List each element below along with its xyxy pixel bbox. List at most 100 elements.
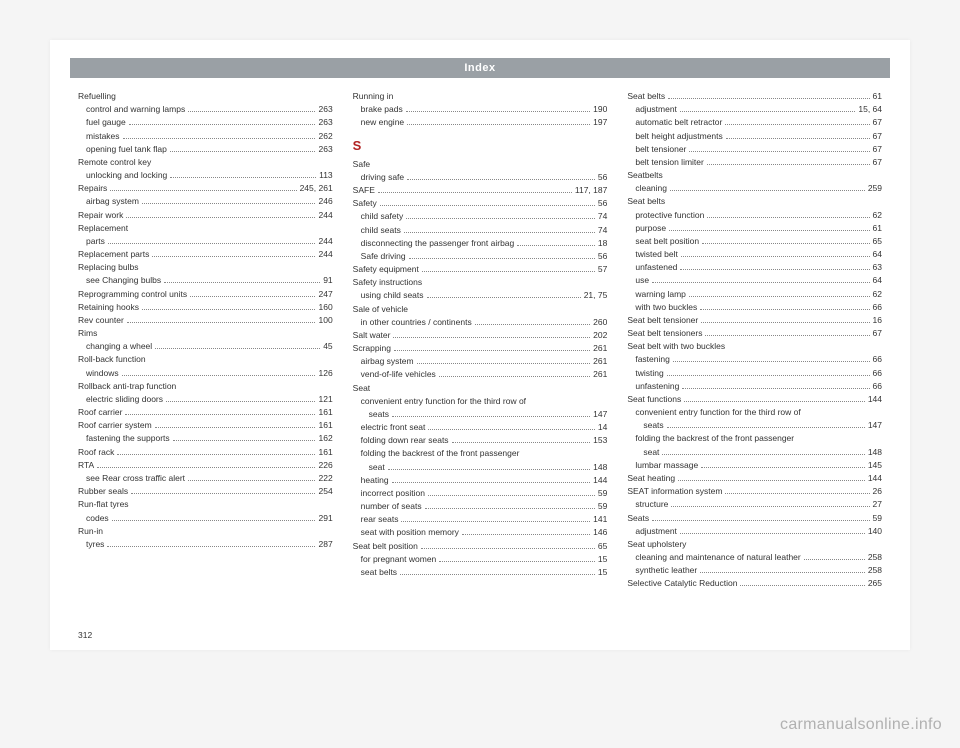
leader-dots (107, 546, 315, 547)
leader-dots (517, 245, 595, 246)
leader-dots (700, 309, 869, 310)
index-entry-page: 56 (598, 197, 607, 210)
index-entry-label: synthetic leather (635, 564, 697, 577)
index-entry-page: 113 (319, 169, 333, 182)
index-entry-page: 91 (323, 274, 332, 287)
index-entry: structure27 (627, 498, 882, 511)
index-entry-page: 190 (593, 103, 607, 116)
index-entry-label: Rev counter (78, 314, 124, 327)
index-entry: Selective Catalytic Reduction265 (627, 577, 882, 590)
index-entry-label: seat (369, 461, 385, 474)
index-entry-label: Retaining hooks (78, 301, 139, 314)
leader-dots (190, 296, 315, 297)
index-entry: see Rear cross traffic alert222 (78, 472, 333, 485)
leader-dots (667, 375, 870, 376)
index-entry-label: airbag system (361, 355, 414, 368)
index-entry-page: 121 (318, 393, 332, 406)
index-entry-page: 147 (593, 408, 607, 421)
index-entry-label: use (635, 274, 649, 287)
index-entry-label: seat belts (361, 566, 397, 579)
leader-dots (701, 467, 865, 468)
leader-dots (707, 217, 869, 218)
index-entry-page: 126 (318, 367, 332, 380)
index-heading: Seat upholstery (627, 538, 882, 551)
index-entry-label: unlocking and locking (86, 169, 167, 182)
leader-dots (417, 363, 591, 364)
index-entry: Roof rack161 (78, 446, 333, 459)
index-entry-label: belt tension limiter (635, 156, 704, 169)
index-entry-label: codes (86, 512, 109, 525)
index-entry-page: 161 (318, 406, 332, 419)
leader-dots (188, 480, 315, 481)
index-entry: purpose61 (627, 222, 882, 235)
index-entry-label: new engine (361, 116, 404, 129)
index-entry: Retaining hooks160 (78, 301, 333, 314)
index-entry-label: electric front seat (361, 421, 426, 434)
index-entry-label: vend-of-life vehicles (361, 368, 436, 381)
index-entry: seat belt position65 (627, 235, 882, 248)
leader-dots (705, 335, 869, 336)
index-entry: twisted belt 64 (627, 248, 882, 261)
index-entry: electric front seat14 (353, 421, 608, 434)
leader-dots (142, 309, 316, 310)
index-entry: fastening the supports162 (78, 432, 333, 445)
index-subheading: convenient entry function for the third … (353, 395, 608, 408)
leader-dots (680, 269, 869, 270)
index-entry-label: Seat belt tensioners (627, 327, 702, 340)
index-entry: mistakes262 (78, 130, 333, 143)
index-entry-page: 258 (868, 564, 882, 577)
index-entry: Reprogramming control units247 (78, 288, 333, 301)
index-subheading: folding the backrest of the front passen… (353, 447, 608, 460)
index-entry: with two buckles66 (627, 301, 882, 314)
index-entry-page: 226 (318, 459, 332, 472)
leader-dots (152, 256, 315, 257)
leader-dots (142, 203, 316, 204)
index-entry-page: 117, 187 (575, 184, 607, 197)
index-entry-page: 162 (318, 432, 332, 445)
leader-dots (170, 151, 316, 152)
index-entry: vend-of-life vehicles 261 (353, 368, 608, 381)
index-heading: Safety instructions (353, 276, 608, 289)
index-entry: unfastened63 (627, 261, 882, 274)
index-entry-label: cleaning and maintenance of natural leat… (635, 551, 800, 564)
index-entry: Salt water202 (353, 329, 608, 342)
index-entry-page: 261 (593, 368, 607, 381)
index-entry: SEAT information system26 (627, 485, 882, 498)
index-entry: Seat belt position65 (353, 540, 608, 553)
index-entry-page: 66 (873, 301, 882, 314)
leader-dots (707, 164, 870, 165)
index-heading: Running in (353, 90, 608, 103)
index-entry-page: 245, 261 (300, 182, 333, 195)
section-letter: S (353, 136, 608, 156)
index-entry-page: 261 (593, 355, 607, 368)
index-entry-page: 62 (873, 288, 882, 301)
index-entry-label: adjustment (635, 103, 677, 116)
leader-dots (725, 124, 869, 125)
index-entry-page: 15 (598, 566, 607, 579)
leader-dots (428, 429, 594, 430)
index-entry-page: 263 (318, 116, 332, 129)
index-entry-label: in other countries / continents (361, 316, 472, 329)
index-entry-page: 261 (593, 342, 607, 355)
index-entry-page: 222 (318, 472, 332, 485)
index-entry-label: RTA (78, 459, 94, 472)
index-entry-label: Seat belt tensioner (627, 314, 698, 327)
index-entry-page: 66 (873, 380, 882, 393)
leader-dots (404, 232, 595, 233)
index-entry-page: 64 (873, 248, 882, 261)
leader-dots (392, 482, 591, 483)
index-entry: airbag system 261 (353, 355, 608, 368)
leader-dots (125, 414, 315, 415)
leader-dots (164, 282, 320, 283)
index-subheading: folding the backrest of the front passen… (627, 432, 882, 445)
index-entry-label: seats (369, 408, 389, 421)
leader-dots (406, 218, 595, 219)
index-entry-label: twisted belt (635, 248, 678, 261)
index-heading: Safe (353, 158, 608, 171)
leader-dots (127, 322, 316, 323)
index-entry: Replacement parts244 (78, 248, 333, 261)
index-entry-page: 66 (873, 367, 882, 380)
index-entry: synthetic leather 258 (627, 564, 882, 577)
leader-dots (388, 469, 590, 470)
manual-page: Index Refuellingcontrol and warning lamp… (50, 40, 910, 650)
